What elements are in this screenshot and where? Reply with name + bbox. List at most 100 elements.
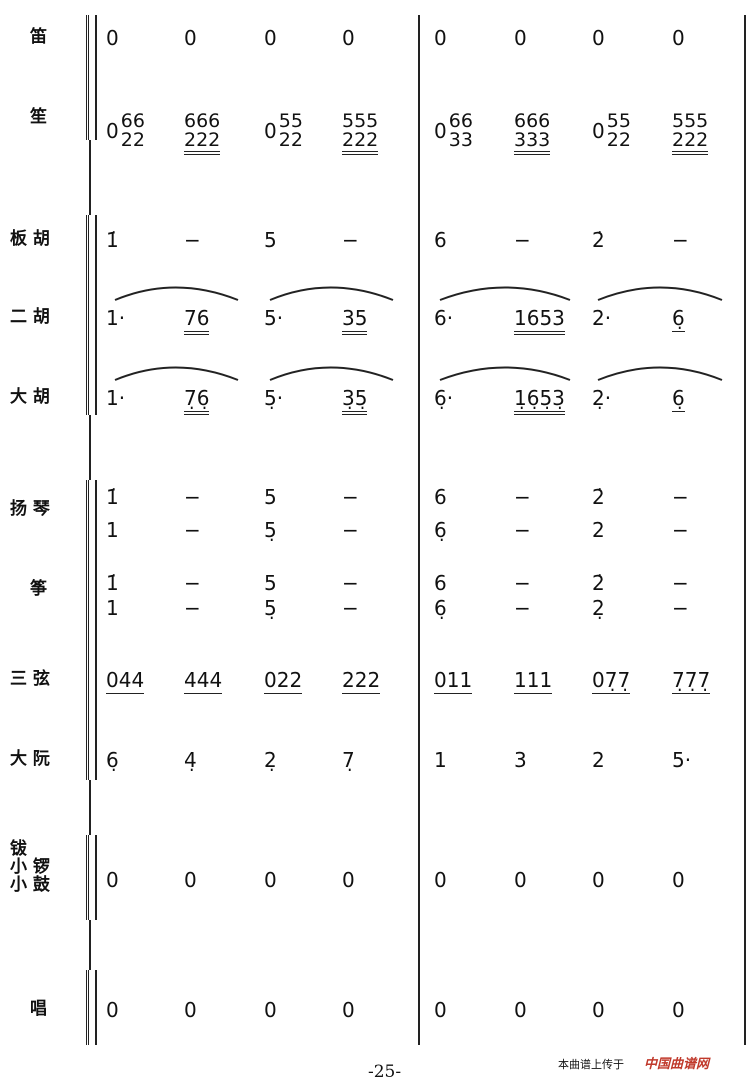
slur — [597, 286, 723, 301]
note-cell: 7̣6̣ — [184, 386, 210, 415]
note-cell: − — [672, 228, 689, 252]
note-cell: 4̣ — [184, 748, 197, 772]
note-cell: 0 — [106, 868, 119, 892]
note-cell: 76 — [184, 306, 210, 335]
note-cell: − — [342, 571, 359, 595]
note-cell: 1̣6̣5̣3̣ — [514, 386, 565, 415]
note-cell: 0 — [514, 26, 527, 50]
note-cell: − — [514, 596, 531, 620]
instrument-label: 笙 — [30, 107, 47, 127]
instrument-label: 筝 — [30, 579, 47, 599]
note-cell: 5 — [264, 485, 277, 509]
note-cell: 2̇ — [592, 485, 605, 509]
system-line — [89, 140, 91, 215]
note-cell: 2̇ — [592, 571, 605, 595]
note-cell: 0 — [434, 998, 447, 1022]
note-cell: 1 — [106, 518, 119, 542]
note-cell: 0 — [342, 868, 355, 892]
note-cell: 0 — [264, 998, 277, 1022]
note-cell: 5· — [264, 306, 284, 330]
page-number: -25- — [368, 1062, 402, 1082]
note-cell: 5 — [264, 228, 277, 252]
note-cell: − — [342, 485, 359, 509]
note-cell: 2̣ — [264, 748, 277, 772]
note-cell: 1̇ — [106, 485, 119, 509]
group-bracket-voice — [86, 970, 97, 1045]
note-cell: 0 66 33 — [434, 110, 473, 151]
group-bracket-winds — [86, 15, 97, 140]
note-cell: 0 — [514, 998, 527, 1022]
instrument-label: 大 阮 — [10, 749, 50, 769]
slur — [114, 286, 239, 301]
note-cell: 0 — [514, 868, 527, 892]
slur — [269, 366, 394, 381]
system-line — [89, 415, 91, 480]
note-cell: 0 — [672, 998, 685, 1022]
note-cell: 666 222 — [184, 112, 221, 155]
note-cell: 0 — [106, 26, 119, 50]
slur — [114, 366, 239, 381]
instrument-label: 扬 琴 — [10, 499, 50, 519]
barline — [418, 15, 420, 1045]
note-cell: 0 — [184, 998, 197, 1022]
note-cell: 0 — [264, 26, 277, 50]
note-cell: 07̣7̣ — [592, 668, 631, 694]
note-cell: 0 — [434, 868, 447, 892]
note-cell: 0 — [592, 868, 605, 892]
note-cell: 0 55 22 — [592, 110, 631, 151]
upload-notice: 本曲谱上传于 — [558, 1058, 624, 1071]
note-cell: 5̣· — [264, 386, 284, 410]
instrument-label: 二 胡 — [10, 307, 50, 327]
note-cell: 6̣ — [672, 306, 685, 332]
note-cell: − — [342, 596, 359, 620]
note-cell: − — [184, 518, 201, 542]
note-cell: − — [672, 596, 689, 620]
instrument-label: 笛 — [30, 27, 47, 47]
note-cell: 0 — [592, 998, 605, 1022]
note-cell: 5 — [264, 571, 277, 595]
note-cell: 2̣· — [592, 386, 612, 410]
group-bracket-plucked — [86, 480, 97, 780]
system-line — [89, 920, 91, 970]
slur — [439, 366, 571, 381]
note-cell: − — [342, 228, 359, 252]
note-cell: − — [184, 485, 201, 509]
note-cell: 0 — [342, 998, 355, 1022]
note-cell: 6̣· — [434, 386, 454, 410]
note-cell: 555 222 — [342, 112, 379, 155]
slur — [597, 366, 723, 381]
group-bracket-percussion — [86, 835, 97, 920]
note-cell: 0 — [592, 26, 605, 50]
note-cell: 2̇ — [592, 228, 605, 252]
note-cell: − — [184, 596, 201, 620]
instrument-label: 钹小 锣小 鼓 — [10, 839, 50, 895]
note-cell: 1· — [106, 306, 126, 330]
note-cell: 6̣ — [106, 748, 119, 772]
note-cell: 1 — [106, 596, 119, 620]
system-line — [89, 780, 91, 835]
note-cell: 022 — [264, 668, 303, 694]
note-cell: 111 — [514, 668, 553, 694]
note-cell: 1̇ — [106, 228, 119, 252]
instrument-label: 大 胡 — [10, 387, 50, 407]
note-cell: − — [184, 571, 201, 595]
note-cell: 1· — [106, 386, 126, 410]
note-cell: 5̣ — [264, 518, 277, 542]
instrument-label: 三 弦 — [10, 669, 50, 689]
note-cell: 0 — [672, 26, 685, 50]
slur — [269, 286, 394, 301]
note-cell: 2· — [592, 306, 612, 330]
note-cell: 044 — [106, 668, 145, 694]
note-cell: 6̣ — [434, 518, 447, 542]
note-cell: 444 — [184, 668, 223, 694]
note-cell: − — [514, 228, 531, 252]
note-cell: − — [184, 228, 201, 252]
note-cell: 0 66 22 — [106, 110, 145, 151]
barline — [744, 15, 746, 1045]
note-cell: 2̣ — [592, 596, 605, 620]
note-cell: 5· — [672, 748, 692, 772]
note-cell: 1 — [434, 748, 447, 772]
note-cell: 3 — [514, 748, 527, 772]
